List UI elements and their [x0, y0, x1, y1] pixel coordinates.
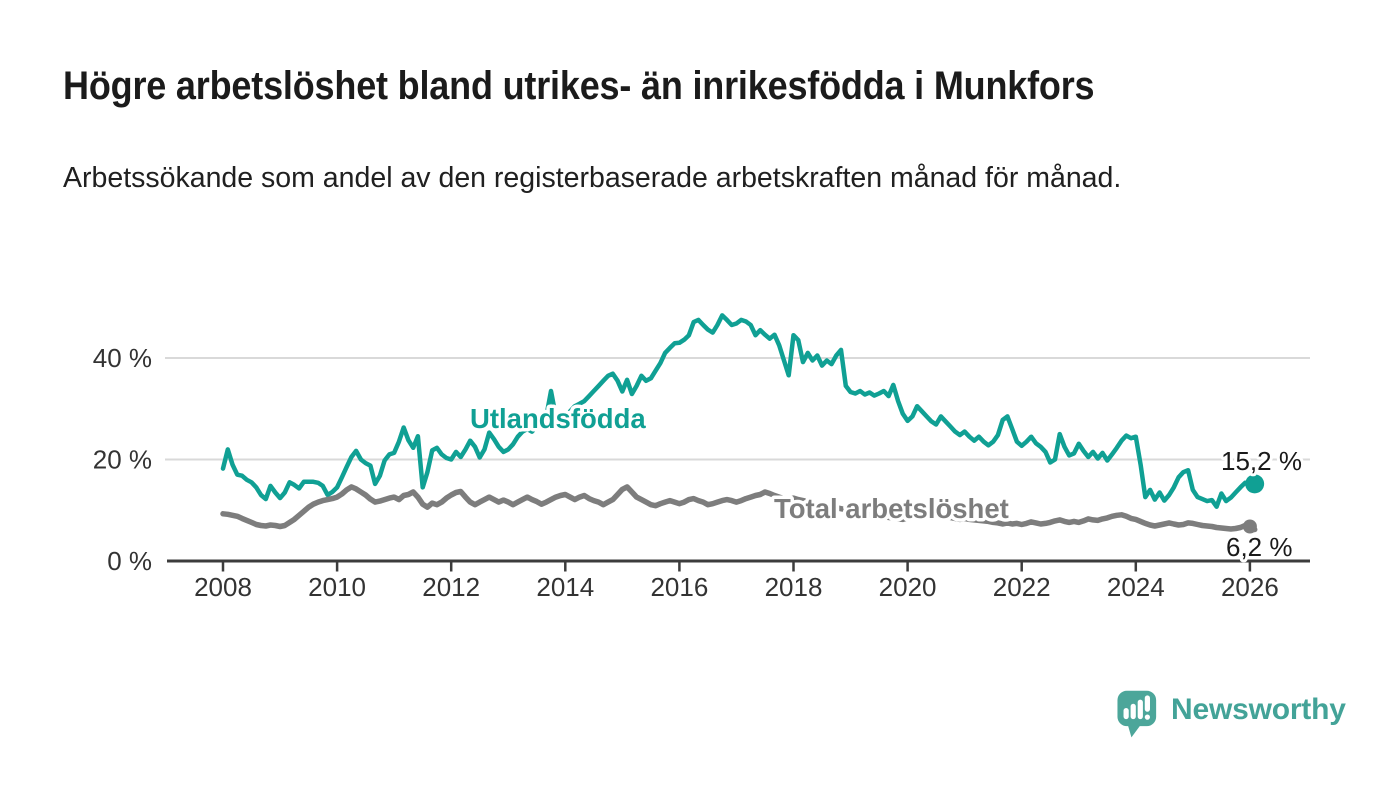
end-value-label-utlandsfodda: 15,2 % [1221, 446, 1302, 476]
x-tick-label: 2018 [765, 572, 823, 602]
y-tick-label: 20 % [93, 445, 152, 475]
x-tick-label: 2008 [194, 572, 252, 602]
x-tick-label: 2014 [536, 572, 594, 602]
y-tick-label: 0 % [107, 546, 152, 576]
newsworthy-logo: Newsworthy [1117, 690, 1346, 739]
x-tick-label: 2024 [1107, 572, 1165, 602]
x-tick-label: 2026 [1221, 572, 1279, 602]
logo-bubble [1117, 690, 1157, 738]
chart-title: Högre arbetslöshet bland utrikes- än inr… [63, 64, 1095, 108]
x-tick-label: 2020 [879, 572, 937, 602]
end-value-label-total-arbetsloshet: 6,2 % [1226, 532, 1293, 562]
x-tick-label: 2022 [993, 572, 1051, 602]
newsworthy-logo-icon [1117, 690, 1157, 738]
y-tick-label: 40 % [93, 343, 152, 373]
logo-bars-and-exclamation [1123, 695, 1150, 720]
utlandsfodda-end-dot [1245, 474, 1265, 494]
x-tick-label: 2012 [422, 572, 480, 602]
series-line-utlandsfodda [220, 313, 1257, 509]
x-tick-label: 2016 [650, 572, 708, 602]
series-label-utlandsfodda: Utlandsfödda [470, 403, 646, 434]
series-label-total-arbetsloshet: Total arbetslöshet [774, 493, 1009, 524]
x-tick-label: 2010 [308, 572, 366, 602]
total-end-blob [1242, 519, 1257, 534]
chart-subtitle: Arbetssökande som andel av den registerb… [63, 162, 1122, 194]
newsworthy-brand-text: Newsworthy [1171, 693, 1346, 726]
series-line-total-arbetsloshet [220, 484, 1258, 533]
